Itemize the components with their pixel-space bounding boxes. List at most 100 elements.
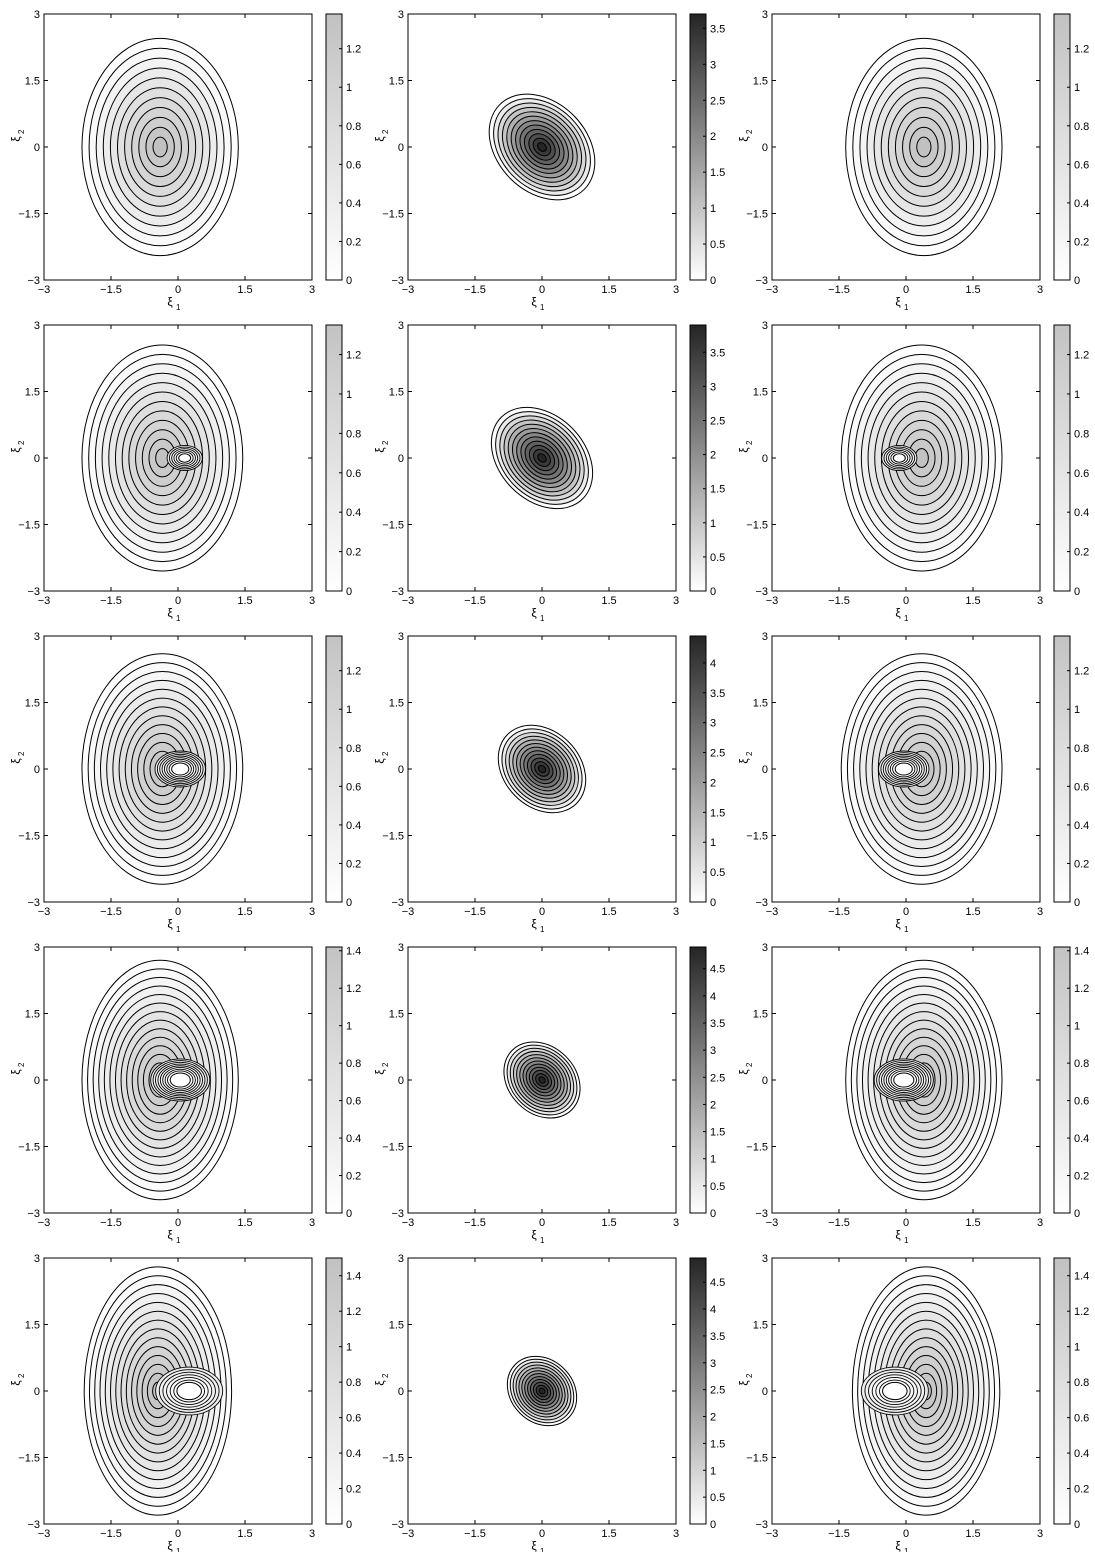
x-axis-label-subscript: 1 bbox=[176, 614, 181, 623]
colorbar-tick-label: 1.2 bbox=[346, 983, 361, 995]
colorbar-tick-label: 0 bbox=[346, 1208, 352, 1220]
x-tick-label: −1.5 bbox=[100, 595, 122, 607]
colorbar-tick-label: 3.5 bbox=[710, 688, 725, 700]
colorbar-tick-label: 1 bbox=[710, 203, 716, 215]
y-tick-label: −3 bbox=[391, 586, 404, 598]
y-tick-label: 0 bbox=[34, 142, 40, 154]
y-tick-label: 0 bbox=[762, 142, 768, 154]
colorbar-tick-label: 0 bbox=[710, 586, 716, 598]
x-axis-label: ξ bbox=[167, 295, 173, 309]
colorbar-tick-label: 1.2 bbox=[1074, 666, 1089, 678]
colorbar bbox=[325, 635, 343, 903]
colorbar-tick-label: 0.8 bbox=[346, 743, 361, 755]
contour-lines bbox=[81, 37, 239, 257]
colorbar-tick-label: 0 bbox=[710, 275, 716, 287]
y-tick-label: −1.5 bbox=[382, 1453, 404, 1465]
y-tick-label: 0 bbox=[762, 1075, 768, 1087]
colorbar-tick-label: 0.6 bbox=[346, 781, 361, 793]
x-axis-label-subscript: 1 bbox=[904, 303, 909, 312]
y-tick-label: 0 bbox=[762, 453, 768, 465]
colorbar-tick-label: 1.2 bbox=[346, 44, 361, 56]
colorbar-tick-label: 0.6 bbox=[1074, 468, 1089, 480]
colorbar-tick-label: 1.5 bbox=[710, 167, 725, 179]
x-tick-label: −1.5 bbox=[100, 906, 122, 918]
x-tick-label: 0 bbox=[175, 906, 181, 918]
colorbar-tick-label: 1 bbox=[346, 704, 352, 716]
x-tick-label: −3 bbox=[402, 284, 415, 296]
y-tick-label: 1.5 bbox=[25, 387, 40, 399]
x-tick-label: 0 bbox=[539, 1217, 545, 1229]
colorbar-tick-label: 1 bbox=[1074, 389, 1080, 401]
x-axis-label-subscript: 1 bbox=[176, 925, 181, 934]
colorbar-tick-label: 0.6 bbox=[346, 1096, 361, 1108]
colorbar-tick-label: 1 bbox=[1074, 1021, 1080, 1033]
y-tick-label: 0 bbox=[762, 1386, 768, 1398]
colorbar-tick-label: 2 bbox=[710, 1099, 716, 1111]
contour-lines bbox=[81, 653, 244, 885]
colorbar-tick-label: 0 bbox=[710, 897, 716, 909]
colorbar-tick-label: 0.8 bbox=[1074, 1377, 1089, 1389]
x-tick-label: −3 bbox=[402, 1528, 415, 1540]
colorbar bbox=[689, 13, 707, 281]
x-tick-label: −3 bbox=[38, 906, 51, 918]
x-tick-label: 3 bbox=[1037, 595, 1043, 607]
y-axis-label-group: ξ2 bbox=[9, 1062, 26, 1075]
x-axis-label-subscript: 1 bbox=[176, 1236, 181, 1245]
y-axis-label-subscript: 2 bbox=[745, 1062, 754, 1067]
y-tick-label: 3 bbox=[762, 320, 768, 332]
y-tick-label: 1.5 bbox=[389, 387, 404, 399]
colorbar-tick-label: 2.5 bbox=[710, 415, 725, 427]
y-axis-label: ξ bbox=[373, 447, 387, 453]
x-tick-label: 1.5 bbox=[965, 906, 980, 918]
x-tick-label: −1.5 bbox=[464, 595, 486, 607]
x-tick-label: 1.5 bbox=[965, 284, 980, 296]
x-axis-label-subscript: 1 bbox=[904, 1547, 909, 1552]
x-tick-label: −1.5 bbox=[464, 906, 486, 918]
colorbar bbox=[325, 324, 343, 592]
y-tick-label: 0 bbox=[34, 453, 40, 465]
x-tick-label: 0 bbox=[903, 1217, 909, 1229]
colorbar-tick-label: 0.2 bbox=[346, 858, 361, 870]
colorbar-tick-label: 1.5 bbox=[710, 1438, 725, 1450]
x-tick-label: −3 bbox=[402, 595, 415, 607]
colorbar-tick-label: 0.2 bbox=[346, 1171, 361, 1183]
x-tick-label: −3 bbox=[766, 1528, 779, 1540]
colorbar-tick-label: 1.2 bbox=[1074, 983, 1089, 995]
colorbar bbox=[689, 635, 707, 903]
x-tick-label: 1.5 bbox=[965, 1217, 980, 1229]
x-tick-label: 3 bbox=[1037, 1217, 1043, 1229]
colorbar-tick-label: 1.5 bbox=[710, 1127, 725, 1139]
x-tick-label: 1.5 bbox=[965, 595, 980, 607]
y-axis-label-subscript: 2 bbox=[17, 129, 26, 134]
colorbar-tick-label: 3.5 bbox=[710, 1018, 725, 1030]
colorbar-tick-label: 3 bbox=[710, 381, 716, 393]
y-axis-label: ξ bbox=[9, 447, 23, 453]
y-tick-label: −1.5 bbox=[382, 831, 404, 843]
colorbar bbox=[1053, 1257, 1071, 1525]
contour-lines bbox=[488, 93, 596, 201]
y-axis-label-subscript: 2 bbox=[17, 751, 26, 756]
x-tick-label: 3 bbox=[673, 1528, 679, 1540]
colorbar-tick-label: 0.8 bbox=[1074, 743, 1089, 755]
x-axis-label-subscript: 1 bbox=[176, 1547, 181, 1552]
y-axis-label-group: ξ2 bbox=[737, 1373, 754, 1386]
contour-lines bbox=[490, 406, 594, 510]
colorbar-tick-label: 0 bbox=[1074, 586, 1080, 598]
x-tick-label: 1.5 bbox=[601, 906, 616, 918]
x-tick-label: 0 bbox=[175, 284, 181, 296]
colorbar-tick-label: 0.4 bbox=[1074, 198, 1089, 210]
colorbar-tick-label: 1.2 bbox=[346, 666, 361, 678]
x-tick-label: 0 bbox=[539, 595, 545, 607]
colorbar-tick-label: 1.2 bbox=[346, 350, 361, 362]
y-tick-label: −3 bbox=[391, 275, 404, 287]
contour-lines bbox=[506, 1355, 578, 1427]
contour-lines bbox=[840, 344, 1003, 572]
x-axis-label: ξ bbox=[895, 917, 901, 931]
colorbar-tick-label: 0.2 bbox=[1074, 1171, 1089, 1183]
y-tick-label: 0 bbox=[398, 1386, 404, 1398]
